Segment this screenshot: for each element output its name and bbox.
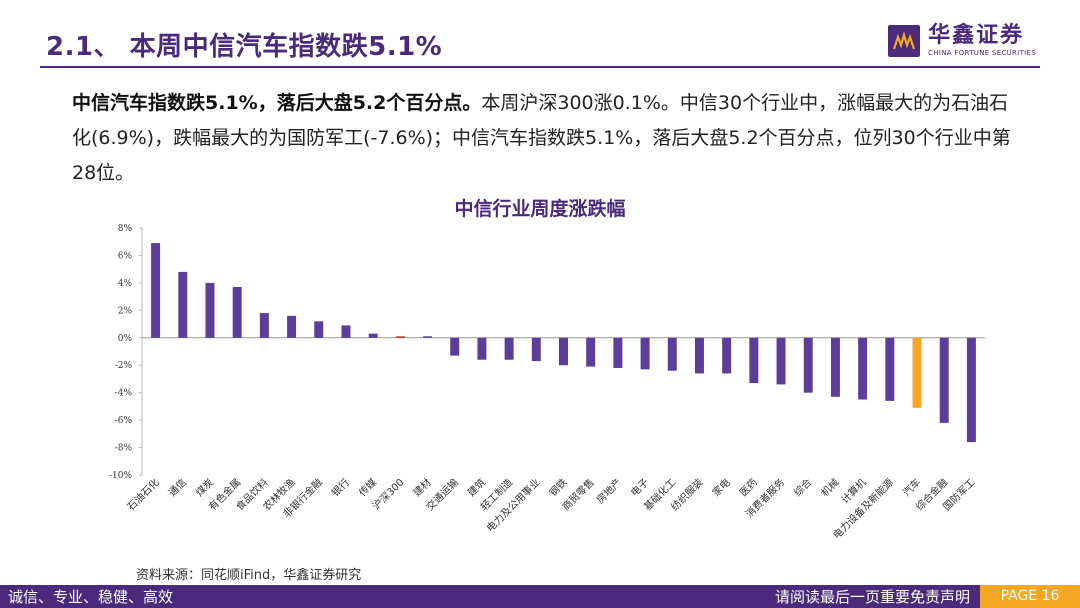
summary-body: 本周沪深300涨0.1%。中信30个行业中，涨幅最大的为石油石化(6.9%)，跌… [72,92,1011,184]
bar-煤炭 [205,282,215,338]
x-tick-label: 医药 [737,476,760,499]
x-tick-label: 综合 [791,476,814,499]
bar-国防军工 [966,337,976,443]
x-tick-label: 家电 [709,476,732,499]
bar-有色金属 [232,287,242,338]
bar-综合金融 [939,337,949,423]
x-tick-label: 机械 [818,476,841,499]
footer-slogan: 诚信、专业、稳健、高效 [8,588,174,606]
bar-电力设备及新能源 [885,337,895,401]
logo-english-name: CHINA FORTUNE SECURITIES [928,49,1036,57]
x-tick-label: 通信 [166,476,189,499]
logo-chinese-name: 华鑫证券 [928,23,1025,48]
x-tick-label: 电子 [628,476,651,499]
chart-title: 中信行业周度涨跌幅 [454,198,626,220]
bar-沪深300 [395,336,405,338]
bar-石油石化 [151,243,161,338]
y-tick-label: -2% [115,361,133,371]
bar-建材 [423,336,433,338]
summary-paragraph: 中信汽车指数跌5.1%，落后大盘5.2个百分点。本周沪深300涨0.1%。中信3… [72,86,1022,191]
bar-综合 [803,337,813,393]
source-note: 资料来源：同花顺iFind，华鑫证券研究 [136,568,362,583]
bar-交通运输 [450,337,460,356]
y-tick-label: 2% [118,306,133,316]
bar-汽车 [912,337,922,408]
bar-房地产 [613,337,623,368]
x-tick-label: 银行 [329,476,352,499]
page-title: 2.1、 本周中信汽车指数跌5.1% [46,32,443,62]
bar-chart: 8%6%4%2%0%-2%-4%-6%-8%-10%石油石化 通信 煤炭有色金属食品… [109,224,985,541]
y-tick-label: 0% [118,334,133,344]
bar-轻工制造 [504,337,514,360]
x-tick-label: 传媒 [357,476,380,499]
bar-基础化工 [667,337,677,371]
y-tick-label: -4% [115,389,133,399]
bar-非银行金融 [314,321,324,338]
bar-电力及公用事业 [531,337,541,362]
x-tick-label: 钢铁 [546,476,569,499]
bar-商贸零售 [586,337,596,367]
bar-消费者服务 [776,337,786,385]
bar-医药 [749,337,759,384]
bar-家电 [722,337,732,374]
y-tick-label: 8% [118,224,133,234]
x-tick-label: 建材 [410,476,433,499]
bar-钢铁 [559,337,568,366]
x-tick-label: 石油石化 [124,476,161,513]
bar-计算机 [858,337,868,400]
bar-机械 [830,337,840,397]
y-tick-label: -8% [115,444,133,454]
x-tick-label: 建筑 [465,476,488,499]
bar-电子 [640,337,650,370]
logo-mark-icon [888,25,921,57]
y-tick-label: 6% [118,251,133,261]
bar-纺织服装 [694,337,704,374]
bar-传媒 [368,333,378,338]
page-number-badge: PAGE 16 [980,585,1080,608]
bar-通信 [178,271,188,338]
x-tick-label: 煤炭 [193,476,216,499]
footer-bar: 诚信、专业、稳健、高效 请阅读最后一页重要免责声明 PAGE 16 [0,585,1080,608]
bar-建筑 [477,337,487,360]
y-tick-label: -10% [109,471,132,481]
bar-银行 [341,325,351,338]
company-logo: 华鑫证券 CHINA FORTUNE SECURITIES [888,24,1036,58]
x-tick-label: 房地产 [594,476,624,506]
x-tick-label: 汽车 [900,476,923,499]
bar-食品饮料 [259,313,269,338]
y-tick-label: -6% [115,416,133,426]
footer-disclaimer: 请阅读最后一页重要免责声明 [774,588,970,606]
y-tick-label: 4% [118,279,133,289]
summary-lead: 中信汽车指数跌5.1%，落后大盘5.2个百分点。 [72,92,482,114]
bar-农林牧渔 [287,315,297,338]
header-divider [40,66,1040,68]
